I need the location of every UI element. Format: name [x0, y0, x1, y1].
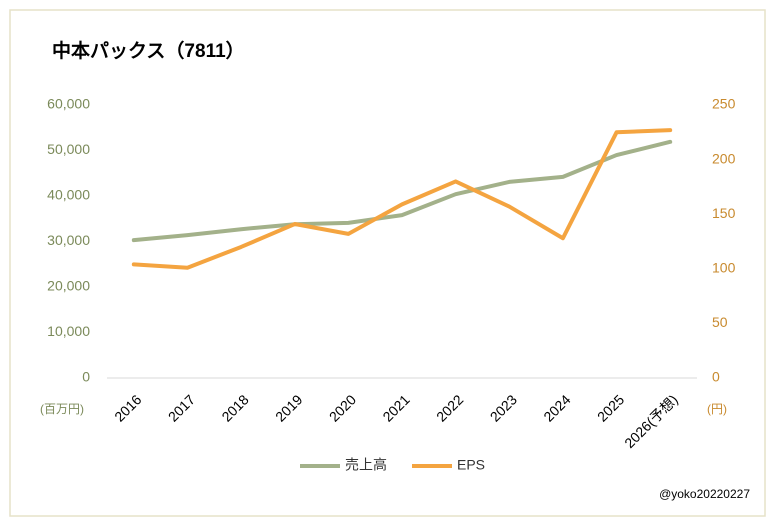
series-line — [131, 139, 673, 243]
y2-tick-label: 0 — [712, 369, 720, 385]
chart-title: 中本パックス（7811） — [52, 39, 245, 62]
y2-tick-label: 50 — [712, 314, 728, 330]
y2-tick-label: 250 — [712, 96, 736, 112]
y-tick-label: 40,000 — [47, 187, 90, 203]
y2-axis-label: (円) — [707, 402, 727, 416]
y-tick-label: 60,000 — [47, 96, 90, 112]
annotation: @yoko20220227 — [659, 487, 750, 501]
legend-label: 売上高 — [345, 457, 387, 473]
y-tick-label: 50,000 — [47, 141, 90, 157]
y-tick-label: 10,000 — [47, 323, 90, 339]
y2-tick-label: 200 — [712, 150, 736, 166]
y-axis-label: (百万円) — [40, 402, 84, 416]
series-line — [131, 128, 673, 270]
legend-label: EPS — [457, 457, 485, 473]
y-tick-label: 0 — [82, 369, 90, 385]
y2-tick-label: 100 — [712, 260, 736, 276]
y2-tick-label: 150 — [712, 205, 736, 221]
y-tick-label: 30,000 — [47, 232, 90, 248]
chart-border — [9, 9, 766, 517]
y-tick-label: 20,000 — [47, 278, 90, 294]
